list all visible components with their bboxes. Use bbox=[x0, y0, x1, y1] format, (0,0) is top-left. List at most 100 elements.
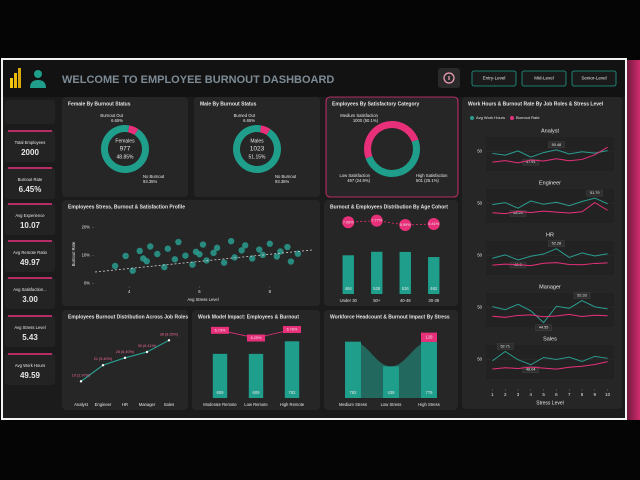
rate-label: 7.77% bbox=[371, 219, 382, 223]
slice-value-label: 497 (24.9%) bbox=[347, 178, 370, 183]
scatter-point bbox=[273, 253, 281, 260]
bar bbox=[284, 341, 300, 398]
header-bar bbox=[3, 60, 625, 97]
scatter-point bbox=[111, 262, 119, 270]
slice-label: High Satisfaction bbox=[416, 173, 448, 178]
x-tick-label: Sales bbox=[164, 402, 174, 407]
bar bbox=[421, 341, 437, 398]
filter-button-label: Mid-Level bbox=[534, 76, 554, 81]
data-label: 52.28 bbox=[552, 242, 562, 246]
scatter-point bbox=[227, 238, 235, 245]
info-icon bbox=[443, 72, 455, 84]
logo-bar bbox=[18, 68, 21, 88]
rate-marker bbox=[247, 334, 265, 342]
x-tick-label: 9 bbox=[594, 392, 597, 397]
kpi-value: 3.00 bbox=[22, 295, 38, 304]
bar-value-label: 609 bbox=[217, 390, 225, 395]
kpi-label: Avg Work Hours bbox=[15, 363, 45, 368]
scatter-point bbox=[210, 249, 217, 257]
scatter-point bbox=[175, 238, 182, 246]
subpanel-title: Engineer bbox=[539, 180, 561, 186]
x-tick-label: 2 bbox=[504, 392, 507, 397]
x-tick-label: 8 bbox=[581, 392, 584, 397]
data-label: 10 (1.97%) bbox=[72, 373, 91, 377]
rate-marker bbox=[283, 326, 301, 334]
x-tick-label: 7 bbox=[568, 392, 571, 397]
data-label: 21 (5.40%) bbox=[94, 357, 113, 361]
data-label-box bbox=[548, 240, 565, 247]
kpi-value: 49.59 bbox=[20, 371, 41, 380]
filter-button[interactable] bbox=[571, 70, 617, 87]
data-label: 52.33 bbox=[577, 294, 587, 298]
scatter-point bbox=[249, 255, 256, 262]
line bbox=[492, 197, 608, 209]
logo bbox=[10, 68, 21, 88]
data-label: 48.24 bbox=[513, 211, 523, 215]
x-tick-label: High Stress bbox=[418, 402, 440, 407]
line bbox=[492, 248, 608, 261]
filter-button-label: Entry-Level bbox=[483, 76, 506, 81]
logo-bar bbox=[10, 78, 13, 88]
y-tick-label: 50 bbox=[477, 252, 482, 257]
scatter-point bbox=[266, 240, 274, 247]
chart-panel bbox=[62, 200, 320, 306]
filter-button[interactable] bbox=[521, 70, 567, 87]
bar bbox=[248, 353, 264, 398]
x-tick-label: Manager bbox=[139, 402, 156, 407]
x-tick-label: 10 bbox=[605, 392, 611, 397]
rate-marker bbox=[399, 219, 412, 232]
chart-title: Employees By Satisfactory Category bbox=[332, 101, 419, 107]
x-tick-label: 5 bbox=[542, 392, 545, 397]
dashboard-title: WELCOME TO EMPLOYEE BURNOUT DASHBOARD bbox=[62, 74, 334, 86]
line bbox=[492, 146, 608, 164]
x-axis-label: Stress Level bbox=[536, 400, 564, 406]
point bbox=[145, 350, 149, 354]
scatter-point bbox=[238, 247, 245, 254]
logo-bar bbox=[14, 73, 17, 88]
chart-title: Work Hours & Burnout Rate By Job Roles &… bbox=[468, 101, 604, 107]
chart-panel bbox=[325, 96, 459, 198]
kpi-value: 5.43 bbox=[22, 333, 38, 342]
slice-label: No Burnout bbox=[143, 174, 165, 179]
bar-value-label: 484 bbox=[345, 286, 353, 291]
subpanel-title: Manager bbox=[539, 284, 561, 290]
rate-label: 6.41% bbox=[428, 222, 439, 226]
data-label: 44.55 bbox=[539, 326, 549, 330]
kpi-label: Avg Experience bbox=[15, 213, 45, 218]
chart-panel bbox=[62, 310, 188, 410]
chart-title: Burnout & Employees Distribution By Age … bbox=[330, 204, 448, 210]
bar-value-label: 129 bbox=[426, 334, 434, 339]
data-label: 51.79 bbox=[590, 191, 600, 195]
rate-marker bbox=[342, 216, 355, 229]
kpi-label: Avg Satisfaction... bbox=[13, 287, 46, 292]
x-tick-label: 1 bbox=[491, 392, 494, 397]
chart-title: Employees Stress, Burnout & Satisfaction… bbox=[68, 204, 185, 210]
bar bbox=[428, 257, 440, 294]
center-text: 1023 bbox=[250, 146, 265, 153]
slice-value-label: 501 (25.1%) bbox=[416, 178, 439, 183]
trend-line bbox=[94, 249, 313, 273]
x-tick-label: 4 bbox=[530, 392, 533, 397]
scatter-point bbox=[136, 247, 143, 255]
bar-value-label: 782 bbox=[289, 390, 297, 395]
kpi-card bbox=[5, 240, 55, 272]
subpanel-title: Analyst bbox=[541, 128, 560, 134]
scatter-point bbox=[147, 243, 154, 250]
x-tick-label: 30-39 bbox=[428, 298, 439, 303]
kpi-label: Avg Remote Ratio bbox=[13, 250, 48, 255]
bar bbox=[212, 353, 228, 398]
x-axis-label: Avg Stress Level bbox=[187, 297, 218, 302]
bar-value-label: 528 bbox=[373, 286, 381, 291]
rate-label: 6.25% bbox=[251, 336, 262, 340]
user-body bbox=[30, 80, 46, 88]
subpanel bbox=[486, 293, 614, 327]
donut-slice bbox=[399, 139, 421, 176]
x-tick-label: Analyst bbox=[74, 402, 89, 407]
user-icon bbox=[30, 70, 46, 88]
point bbox=[79, 380, 83, 383]
bar bbox=[421, 332, 437, 342]
legend-label: Avg Work Hours bbox=[476, 115, 505, 120]
slice-value-label: 6.65% bbox=[243, 118, 255, 123]
filter-button[interactable] bbox=[471, 70, 517, 87]
